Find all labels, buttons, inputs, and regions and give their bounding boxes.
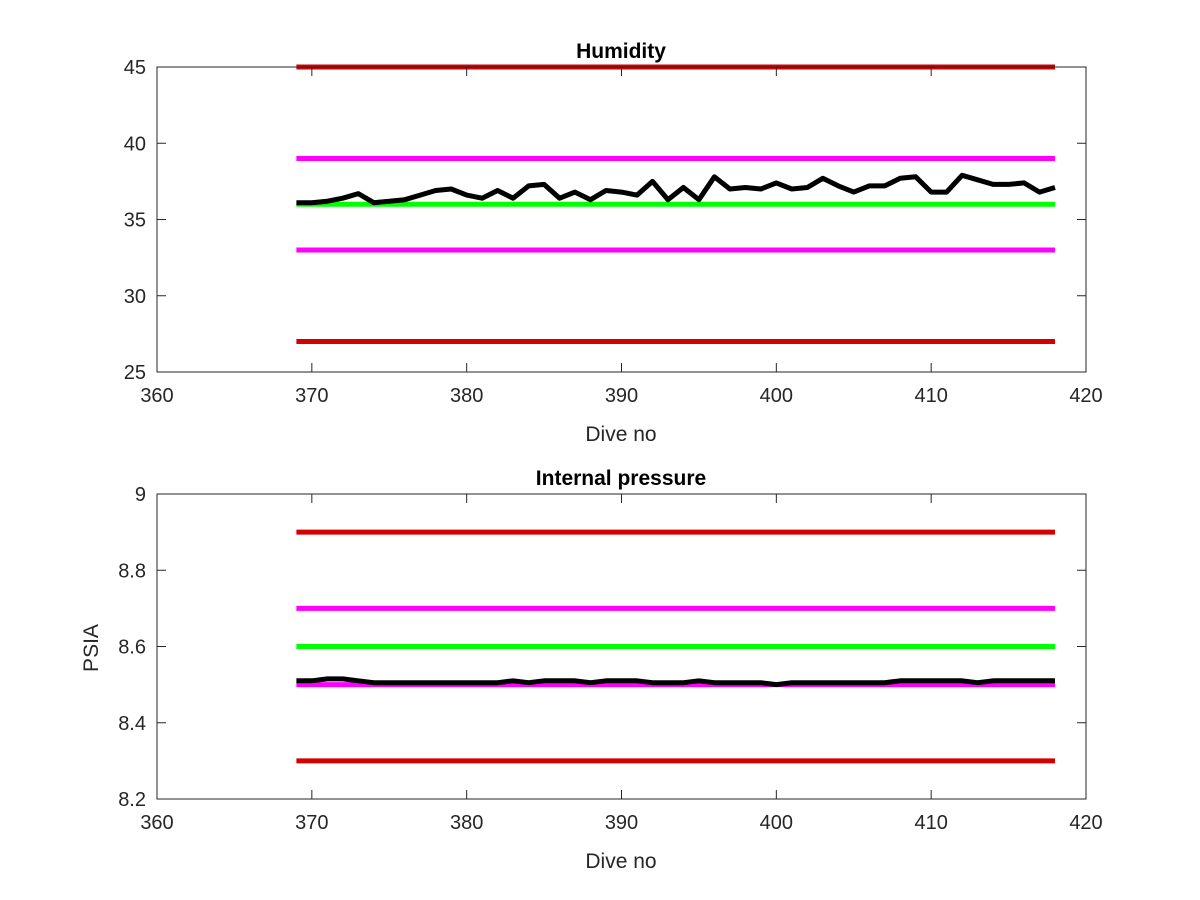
pressure-axes: Internal pressure Dive no PSIA 360 370 380…: [80, 467, 1103, 873]
humidity-xlabel: Dive no: [585, 423, 656, 446]
humidity-axes: Humidity Dive no 360 370 380 390 400 410 420 25…: [124, 40, 1103, 446]
humidity-xtick-label: 380: [450, 385, 483, 407]
pressure-xtick-label: 410: [914, 812, 947, 834]
pressure-plot-area: 360 370 380 390 400 410 420 8.2 8.4 8.6 8.8 9: [118, 484, 1103, 834]
pressure-xtick-label: 380: [450, 812, 483, 834]
humidity-ytick-label: 35: [124, 210, 146, 232]
pressure-ytick-label: 8.8: [118, 560, 146, 582]
humidity-ytick-label: 45: [124, 57, 146, 79]
humidity-xtick-label: 420: [1069, 385, 1102, 407]
pressure-xtick-label: 370: [295, 812, 328, 834]
humidity-ytick-label: 25: [124, 362, 146, 384]
humidity-xtick-label: 410: [914, 385, 947, 407]
humidity-title: Humidity: [576, 40, 666, 63]
pressure-ylabel: PSIA: [80, 624, 103, 672]
pressure-ytick-label: 8.6: [118, 637, 146, 659]
humidity-plot-area: 360 370 380 390 400 410 420 25 30 35 40 45: [124, 57, 1103, 407]
pressure-xtick-label: 400: [760, 812, 793, 834]
pressure-xtick-label: 420: [1069, 812, 1102, 834]
pressure-title: Internal pressure: [536, 467, 706, 490]
pressure-xlabel: Dive no: [585, 850, 656, 873]
humidity-xtick-label: 390: [605, 385, 638, 407]
pressure-ytick-label: 8.2: [118, 789, 146, 811]
humidity-series-5-measured-line: [296, 172, 1056, 206]
pressure-xtick-label: 360: [140, 812, 173, 834]
pressure-xtick-label: 390: [605, 812, 638, 834]
humidity-xtick-label: 400: [760, 385, 793, 407]
humidity-xtick-label: 360: [140, 385, 173, 407]
humidity-ytick-label: 40: [124, 133, 146, 155]
pressure-series-5-measured-line: [296, 676, 1055, 688]
humidity-ytick-label: 30: [124, 286, 146, 308]
humidity-xtick-label: 370: [295, 385, 328, 407]
pressure-ytick-label: 9: [135, 484, 146, 506]
pressure-ytick-label: 8.4: [118, 713, 146, 735]
